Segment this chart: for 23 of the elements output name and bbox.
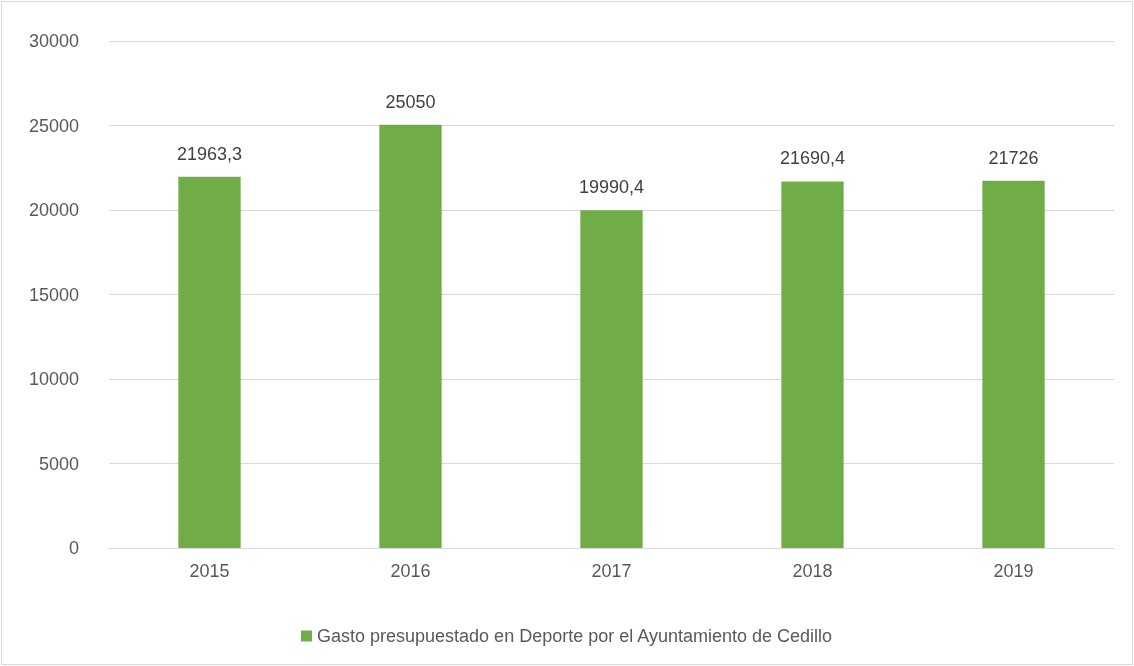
bar	[580, 210, 643, 548]
data-label: 19990,4	[578, 177, 645, 198]
y-tick-label: 30000	[28, 31, 79, 51]
bar	[781, 181, 844, 548]
x-tick-label: 2018	[792, 561, 833, 581]
y-tick-label: 10000	[28, 369, 79, 389]
x-tick-label: 2019	[993, 561, 1034, 581]
x-tick-label: 2017	[591, 561, 632, 581]
data-label: 25050	[385, 91, 436, 112]
data-label: 21963,3	[176, 143, 243, 164]
y-tick-label: 0	[68, 538, 79, 558]
y-tick-label: 15000	[28, 284, 79, 305]
legend-label: Gasto presupuestado en Deporte por el Ayuntamiento de Cedillo	[317, 626, 833, 646]
y-tick-label: 20000	[28, 200, 79, 220]
y-tick-label: 25000	[28, 115, 79, 136]
x-tick-label: 2016	[390, 561, 431, 581]
data-label: 21690,4	[779, 148, 846, 169]
bar	[379, 124, 442, 548]
data-label: 21726	[988, 147, 1039, 168]
y-tick-label: 5000	[38, 453, 79, 474]
x-tick-label: 2015	[189, 561, 230, 581]
bar	[178, 176, 241, 548]
bar	[982, 180, 1045, 548]
